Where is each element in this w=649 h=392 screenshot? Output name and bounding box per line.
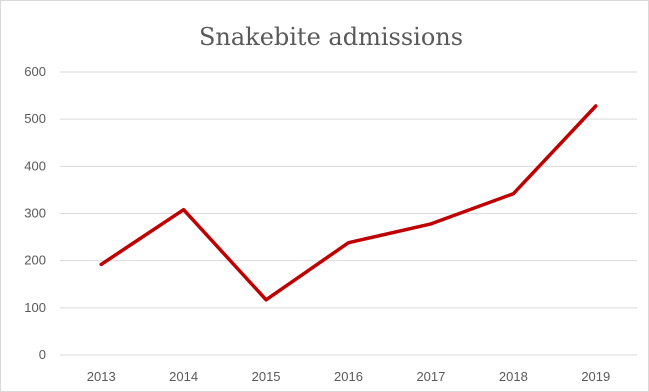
x-tick-label: 2019 [581,369,610,384]
x-tick-label: 2017 [416,369,445,384]
y-tick-label: 0 [39,347,46,362]
series-line-0 [99,104,598,302]
gridlines [60,71,637,356]
y-tick-label: 400 [24,158,46,173]
x-tick-label: 2015 [252,369,281,384]
data-point-2018 [511,192,515,196]
y-tick-label: 300 [24,206,46,221]
x-axis-ticks: 2013 2014 2015 2016 2017 2018 2019 [87,369,610,384]
y-tick-label: 600 [24,64,46,79]
x-tick-label: 2013 [87,369,116,384]
x-tick-label: 2016 [334,369,363,384]
series-layer [99,104,598,302]
x-tick-label: 2018 [499,369,528,384]
y-axis-ticks: 0 100 200 300 400 500 600 [24,64,46,362]
y-tick-label: 500 [24,111,46,126]
data-point-2013 [99,262,103,266]
data-point-2014 [182,208,186,212]
data-point-2017 [429,222,433,226]
data-point-2016 [347,241,350,245]
data-point-2015 [264,298,268,302]
data-point-2019 [594,104,598,108]
x-tick-label: 2014 [169,369,198,384]
chart-title: Snakebite admissions [199,23,463,51]
y-tick-label: 200 [24,253,46,268]
y-tick-label: 100 [24,300,46,315]
